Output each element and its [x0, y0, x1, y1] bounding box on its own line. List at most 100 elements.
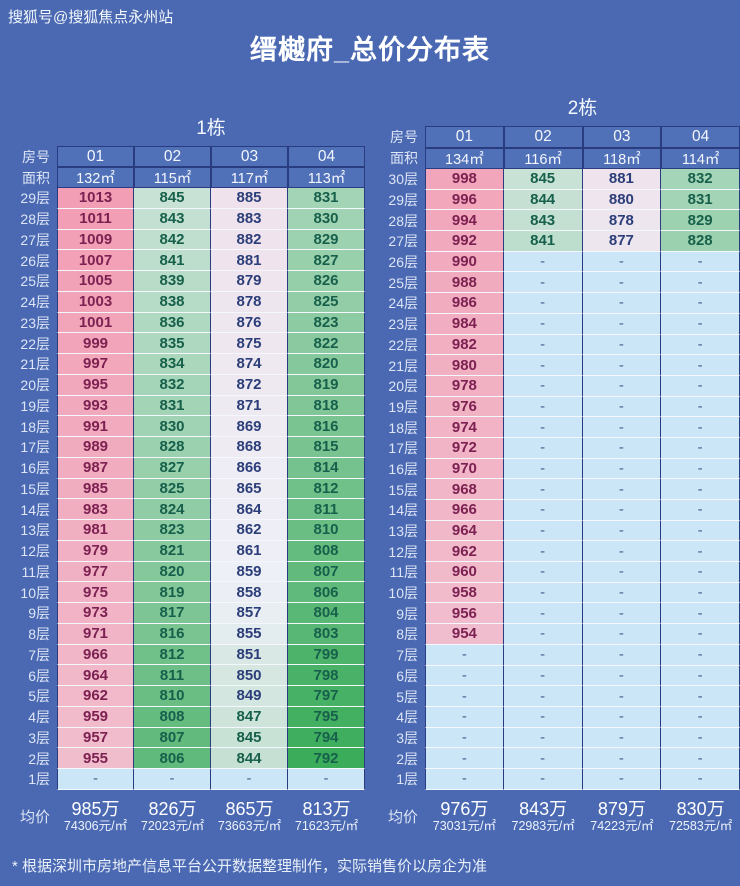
price-cell: - — [503, 603, 583, 625]
price-cell: 978 — [425, 375, 504, 397]
price-cell: - — [661, 272, 740, 294]
footer-note: * 根据深圳市房地产信息平台公开数据整理制作，实际销售价以房企为准 — [12, 858, 488, 875]
price-cell: 811 — [134, 665, 211, 686]
price-cell: 972 — [425, 437, 504, 459]
floor-label: 10层 — [388, 585, 418, 602]
price-cell: - — [582, 748, 662, 769]
floor-label: 11层 — [389, 564, 418, 581]
average-price: 865万 — [225, 798, 274, 819]
price-cell: - — [503, 272, 583, 294]
price-cell: 989 — [57, 437, 134, 458]
average-cell: 826万 72023元/㎡ — [134, 798, 211, 834]
floor-label: 29层 — [20, 190, 50, 207]
price-cell: 818 — [288, 395, 365, 417]
price-cell: 831 — [661, 189, 740, 211]
price-cell: 1005 — [57, 271, 134, 292]
floor-label: 7层 — [28, 646, 50, 663]
average-price: 843万 — [519, 798, 568, 819]
price-cell: - — [582, 458, 662, 480]
room-number-label: 房号 — [390, 128, 418, 145]
price-cell: 966 — [425, 500, 504, 521]
average-price: 985万 — [71, 798, 120, 819]
floor-label: 3层 — [28, 729, 50, 746]
price-cell: 820 — [288, 354, 365, 375]
price-cell: 962 — [425, 541, 504, 563]
price-cell: 883 — [211, 208, 288, 230]
price-cell: - — [582, 624, 662, 645]
floor-label: 27层 — [20, 231, 50, 248]
floor-label: 14层 — [388, 502, 418, 519]
price-cell: - — [582, 768, 662, 790]
price-cell: - — [425, 644, 504, 666]
price-cell: 868 — [211, 437, 288, 458]
price-cell: - — [57, 769, 134, 790]
price-cell: 885 — [211, 188, 288, 209]
floor-label: 22层 — [20, 335, 50, 352]
price-cell: 855 — [211, 623, 288, 645]
price-cell: - — [582, 665, 662, 687]
average-cell: 843万 72983元/㎡ — [504, 798, 583, 834]
price-cell: - — [582, 313, 662, 335]
floor-label: 21层 — [388, 357, 418, 374]
price-cell: 970 — [425, 458, 504, 480]
area-cell: 113㎡ — [288, 167, 365, 188]
average-unit-price: 73031元/㎡ — [432, 819, 496, 834]
price-cell: - — [661, 355, 740, 376]
area-cell: 117㎡ — [211, 167, 288, 188]
price-cell: - — [661, 396, 740, 418]
price-cell: - — [582, 479, 662, 500]
price-cell: 807 — [134, 727, 211, 749]
price-cell: 956 — [425, 603, 504, 625]
price-cell: 830 — [288, 208, 365, 230]
area-cell: 132㎡ — [57, 167, 134, 188]
price-cell: - — [661, 375, 740, 397]
price-cell: - — [661, 665, 740, 687]
price-cell: - — [503, 313, 583, 335]
price-cell: - — [582, 603, 662, 625]
floor-label: 16层 — [20, 460, 50, 477]
price-cell: 828 — [134, 437, 211, 458]
price-cell: 803 — [288, 623, 365, 645]
room-number-cell: 04 — [288, 146, 365, 167]
price-cell: 1007 — [57, 250, 134, 271]
price-cell: 836 — [134, 312, 211, 334]
floor-label: 22层 — [388, 336, 418, 353]
price-cell: 842 — [134, 229, 211, 251]
price-cell: - — [582, 355, 662, 376]
price-cell: - — [503, 686, 583, 707]
price-cell: - — [503, 293, 583, 314]
price-cell: 988 — [425, 272, 504, 294]
price-cell: 871 — [211, 395, 288, 417]
average-unit-price: 71623元/㎡ — [294, 819, 359, 834]
price-cell: 815 — [288, 437, 365, 458]
price-cell: 982 — [425, 334, 504, 356]
watermark-text: 搜狐号@搜狐焦点永州站 — [8, 9, 174, 26]
average-label: 均价 — [19, 808, 50, 826]
price-cell: 816 — [134, 623, 211, 645]
floor-label: 19层 — [388, 398, 418, 415]
price-cell: - — [582, 396, 662, 418]
price-cell: 858 — [211, 582, 288, 603]
price-cell: - — [503, 562, 583, 583]
price-cell: 979 — [57, 540, 134, 562]
price-cell: 962 — [57, 686, 134, 707]
average-price: 879万 — [597, 798, 646, 819]
price-cell: 998 — [425, 169, 504, 190]
price-cell: 976 — [425, 396, 504, 418]
price-cell: - — [582, 686, 662, 707]
floor-label: 8层 — [28, 626, 50, 643]
floor-label: 5层 — [28, 688, 50, 705]
price-cell: 823 — [134, 520, 211, 541]
price-cell: - — [661, 562, 740, 583]
price-cell: 828 — [661, 231, 740, 252]
price-cell: 996 — [425, 189, 504, 211]
price-cell: 876 — [211, 312, 288, 334]
floor-label: 2层 — [28, 750, 50, 767]
price-cell: 816 — [288, 416, 365, 437]
room-number-cell: 02 — [134, 146, 211, 167]
price-cell: 838 — [134, 291, 211, 313]
price-cell: 824 — [134, 499, 211, 520]
price-cell: 806 — [134, 748, 211, 769]
floor-label: 13层 — [20, 522, 50, 539]
average-unit-price: 74306元/㎡ — [63, 819, 128, 834]
